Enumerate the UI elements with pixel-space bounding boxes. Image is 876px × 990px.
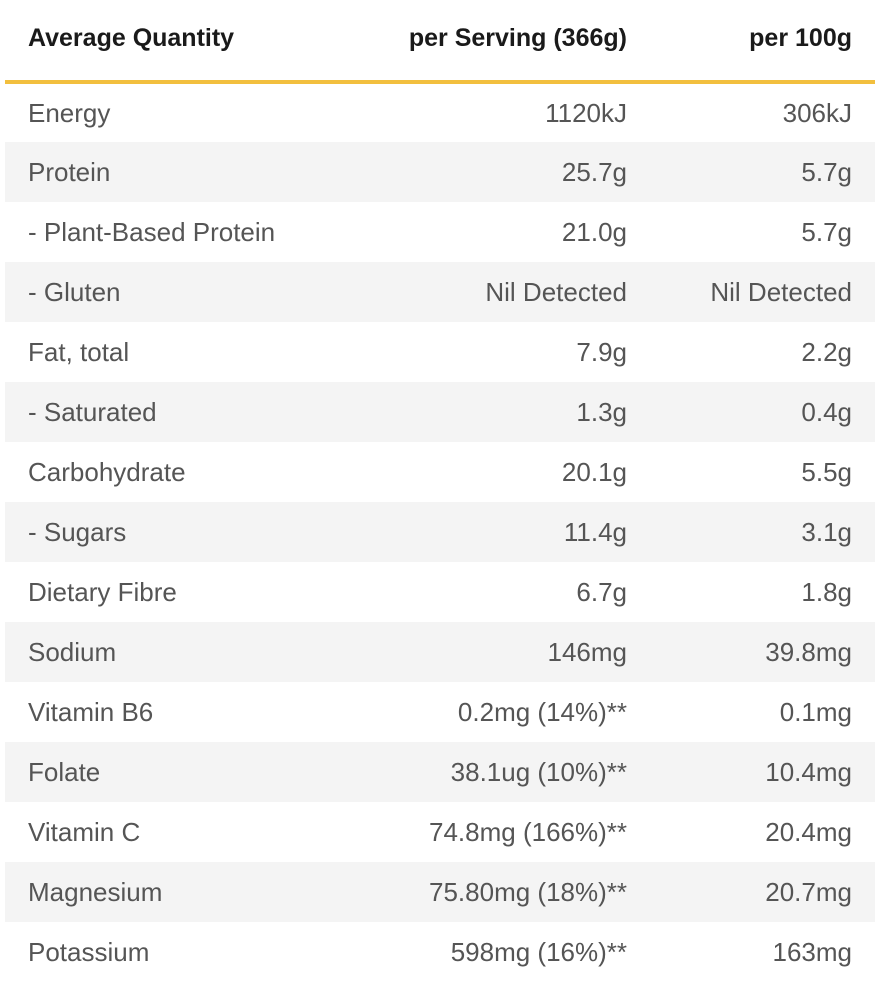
table-row-vitamin-b6: Vitamin B6 0.2mg (14%)** 0.1mg (5, 682, 875, 742)
per-serving-value: 11.4g (563, 516, 627, 547)
per-100g-value: Nil Detected (710, 276, 852, 307)
per-100g-value: 20.4mg (765, 816, 852, 847)
table-row-energy: Energy 1120kJ 306kJ (5, 84, 875, 142)
nutrient-name: - Plant-Based Protein (28, 216, 276, 247)
table-row-plant-based-protein: - Plant-Based Protein 21.0g 5.7g (5, 202, 875, 262)
per-100g-value: 10.4mg (765, 756, 852, 787)
per-100g-value: 0.4g (801, 396, 852, 427)
nutrient-name: Vitamin C (28, 816, 141, 847)
nutrient-name: Carbohydrate (28, 456, 186, 487)
per-serving-value: 21.0g (561, 216, 627, 247)
nutrient-name: Protein (28, 156, 111, 187)
table-row-sodium: Sodium 146mg 39.8mg (5, 622, 875, 682)
table-row-magnesium: Magnesium 75.80mg (18%)** 20.7mg (5, 862, 875, 922)
table-row-potassium: Potassium 598mg (16%)** 163mg (5, 922, 875, 982)
table-row-fat-total: Fat, total 7.9g 2.2g (5, 322, 875, 382)
per-100g-value: 39.8mg (765, 636, 852, 667)
per-100g-value: 306kJ (782, 97, 852, 128)
table-row-folate: Folate 38.1ug (10%)** 10.4mg (5, 742, 875, 802)
per-serving-value: 146mg (547, 636, 628, 667)
table-header-row: Average Quantity per Serving (366g) per … (5, 0, 875, 84)
header-average-quantity: Average Quantity (28, 23, 235, 52)
per-100g-value: 1.8g (801, 576, 852, 607)
nutrient-name: Magnesium (28, 876, 163, 907)
nutrient-name: Fat, total (28, 336, 130, 367)
header-per-100g: per 100g (749, 23, 852, 52)
per-serving-value: 1120kJ (545, 97, 627, 128)
table-row-sugars: - Sugars 11.4g 3.1g (5, 502, 875, 562)
per-serving-value: 20.1g (561, 456, 627, 487)
per-serving-value: Nil Detected (485, 276, 627, 307)
nutrient-name: - Sugars (28, 516, 127, 547)
table-row-dietary-fibre: Dietary Fibre 6.7g 1.8g (5, 562, 875, 622)
nutrient-name: Energy (28, 97, 111, 128)
per-100g-value: 5.7g (801, 216, 852, 247)
per-serving-value: 7.9g (576, 336, 627, 367)
nutrient-name: Folate (28, 756, 101, 787)
per-100g-value: 163mg (772, 936, 853, 967)
nutrient-name: Sodium (28, 636, 117, 667)
per-100g-value: 0.1mg (779, 696, 852, 727)
table-row-saturated: - Saturated 1.3g 0.4g (5, 382, 875, 442)
nutrient-name: - Saturated (28, 396, 157, 427)
per-serving-value: 0.2mg (14%)** (457, 696, 627, 727)
header-per-serving: per Serving (366g) (408, 23, 627, 52)
table-row-vitamin-c: Vitamin C 74.8mg (166%)** 20.4mg (5, 802, 875, 862)
per-serving-value: 75.80mg (18%)** (429, 876, 627, 907)
nutrient-name: Vitamin B6 (28, 696, 154, 727)
nutrient-name: Dietary Fibre (28, 576, 177, 607)
per-serving-value: 598mg (16%)** (450, 936, 627, 967)
per-100g-value: 3.1g (801, 516, 852, 547)
per-serving-value: 6.7g (576, 576, 627, 607)
per-serving-value: 25.7g (561, 156, 627, 187)
table-row-gluten: - Gluten Nil Detected Nil Detected (5, 262, 875, 322)
per-serving-value: 38.1ug (10%)** (450, 756, 627, 787)
per-100g-value: 5.7g (801, 156, 852, 187)
per-100g-value: 20.7mg (765, 876, 852, 907)
table-row-carbohydrate: Carbohydrate 20.1g 5.5g (5, 442, 875, 502)
per-serving-value: 74.8mg (166%)** (429, 816, 627, 847)
nutrient-name: - Gluten (28, 276, 121, 307)
nutrition-table: Average Quantity per Serving (366g) per … (5, 0, 875, 982)
per-100g-value: 5.5g (801, 456, 852, 487)
table-row-protein: Protein 25.7g 5.7g (5, 142, 875, 202)
per-serving-value: 1.3g (576, 396, 627, 427)
nutrient-name: Potassium (28, 936, 150, 967)
table-body: Energy 1120kJ 306kJ Protein 25.7g 5.7g -… (5, 84, 875, 982)
per-100g-value: 2.2g (801, 336, 852, 367)
